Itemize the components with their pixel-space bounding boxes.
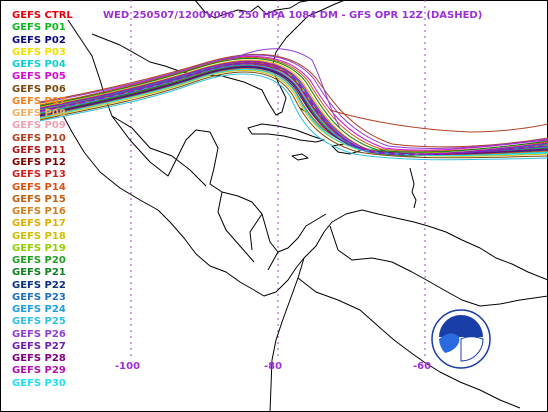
legend-item: GEFS P14 bbox=[12, 181, 66, 193]
island-lesser-antilles bbox=[409, 167, 417, 209]
contour-p30 bbox=[39, 68, 548, 157]
contour-p06 bbox=[39, 71, 548, 159]
coast-south-america-north bbox=[303, 209, 548, 281]
contour-p05 bbox=[39, 55, 548, 151]
legend-item: GEFS CTRL bbox=[12, 10, 73, 21]
border-andes bbox=[297, 277, 521, 409]
coast-central-america-south bbox=[209, 257, 305, 297]
legend-item: GEFS P01 bbox=[12, 22, 66, 34]
contour-p17 bbox=[39, 59, 548, 155]
legend-item: GEFS P30 bbox=[12, 377, 66, 389]
coast-central-america bbox=[221, 191, 327, 253]
grid-lines bbox=[130, 0, 426, 360]
contour-p14 bbox=[39, 68, 548, 155]
noaa-logo bbox=[431, 309, 491, 369]
coast-us-gulf bbox=[91, 0, 346, 116]
contour-p21 bbox=[39, 57, 548, 153]
legend-item: GEFS P05 bbox=[12, 71, 66, 83]
legend-item: GEFS P10 bbox=[12, 132, 66, 144]
coast-yucatan bbox=[111, 115, 223, 193]
legend-item: GEFS P28 bbox=[12, 353, 66, 364]
legend-item: GEFS P02 bbox=[12, 34, 66, 46]
contour-p29 bbox=[39, 60, 548, 155]
legend-item: GEFS P13 bbox=[12, 169, 66, 181]
legend-item: GEFS P07 bbox=[12, 95, 66, 107]
legend-item: GEFS P24 bbox=[12, 304, 66, 315]
legend-item: GEFS P06 bbox=[12, 83, 66, 95]
coast-us-east bbox=[194, 0, 313, 19]
legend-item: GEFS P21 bbox=[12, 267, 66, 279]
legend-item: GEFS P29 bbox=[12, 365, 66, 377]
legend-item: GEFS P15 bbox=[12, 193, 66, 205]
legend-item: GEFS P16 bbox=[12, 206, 66, 217]
legend-item: GEFS P22 bbox=[12, 279, 66, 291]
legend-item: GEFS P18 bbox=[12, 230, 66, 242]
legend-item: GEFS P11 bbox=[12, 144, 66, 156]
longitude-label-60w: -60 bbox=[413, 361, 432, 372]
border-south-america bbox=[329, 225, 548, 307]
legend-item: GEFS P09 bbox=[12, 120, 66, 132]
legend-item: GEFS P03 bbox=[12, 46, 66, 58]
legend-item: GEFS P25 bbox=[12, 316, 66, 328]
legend-item: GEFS P04 bbox=[12, 59, 66, 70]
ensemble-contours bbox=[39, 48, 548, 161]
legend-item: GEFS P17 bbox=[12, 218, 66, 230]
legend-item: GEFS P23 bbox=[12, 291, 66, 303]
border-mexico bbox=[111, 115, 207, 187]
legend-item: GEFS P26 bbox=[12, 328, 66, 340]
coast-mexico-pacific bbox=[59, 109, 211, 267]
island-jamaica bbox=[291, 153, 309, 161]
contour-p04 bbox=[39, 68, 548, 156]
contour-gfs-opr-dashed bbox=[39, 62, 548, 156]
legend-item: GEFS P12 bbox=[12, 157, 66, 168]
longitude-label-80w: -80 bbox=[264, 361, 283, 372]
contour-p26 bbox=[39, 54, 548, 149]
island-cuba bbox=[247, 123, 325, 143]
legend-item: GEFS P27 bbox=[12, 340, 66, 352]
contour-ctrl bbox=[39, 63, 548, 156]
legend-item: GEFS P19 bbox=[12, 242, 66, 254]
ensemble-legend: GEFS CTRL GEFS P01 GEFS P02 GEFS P03 GEFS P0… bbox=[12, 10, 73, 390]
contour-p15 bbox=[39, 56, 548, 152]
contour-p10 bbox=[39, 53, 548, 148]
longitude-label-100w: -100 bbox=[115, 361, 141, 372]
contour-outlier-east bbox=[329, 109, 548, 133]
contour-outlier-north bbox=[229, 48, 341, 129]
legend-item: GEFS P08 bbox=[12, 108, 66, 119]
contour-p25 bbox=[39, 73, 548, 161]
chart-title: WED 250507/1200V096 250 HPA 1084 DM - GF… bbox=[103, 10, 483, 21]
border-central-america bbox=[217, 191, 279, 271]
legend-item: GEFS P20 bbox=[12, 255, 66, 266]
